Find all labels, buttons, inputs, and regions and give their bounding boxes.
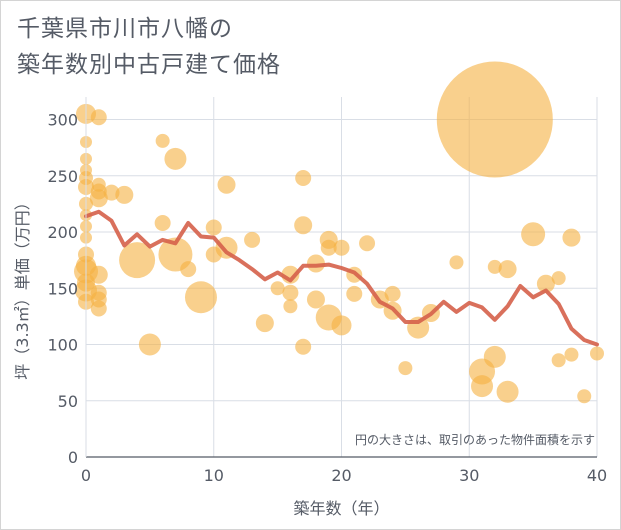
y-tick-label: 0 [68,448,78,467]
bubble [590,346,604,361]
y-tick-label: 100 [47,336,78,355]
bubble [295,170,312,186]
bubble [436,61,553,178]
bubble [564,347,579,362]
bubble [119,242,156,279]
chart-title-line-2: 築年数別中古戸建て価格 [17,52,281,78]
bubble [180,261,197,278]
y-tick-label: 150 [47,279,78,298]
bubble [255,314,274,333]
bubble [536,274,555,293]
bubble [562,228,581,247]
bubble [577,389,592,404]
chart-title-line-1: 千葉県市川市八幡の [17,16,233,42]
x-axis-title: 築年数（年） [293,499,389,518]
y-tick-label: 50 [58,392,78,411]
x-tick-label: 0 [81,466,91,485]
bubble [306,254,325,273]
x-tick-label: 30 [459,466,479,485]
x-tick-label: 40 [587,466,607,485]
bubble [551,271,566,286]
y-tick-labels: 0 50 100 150 200 250 300 [47,111,78,468]
bubble [449,255,464,270]
bubble [270,281,285,296]
x-tick-labels: 0 10 20 30 40 [81,466,607,485]
bubble [115,185,134,204]
bubble [282,284,299,301]
y-tick-label: 250 [47,167,78,186]
bubble [138,333,161,356]
bubble [155,133,170,148]
y-tick-label: 300 [47,111,78,130]
chart-title: 千葉県市川市八幡の 築年数別中古戸建て価格 [17,11,281,83]
bubble [90,109,107,126]
bubble [384,285,401,302]
bubble [217,175,236,194]
y-axis-title: 坪（3.3㎡）単価（万円） [13,194,32,379]
bubble [90,300,107,317]
bubble [154,215,171,231]
bubble [306,290,325,309]
bubble [215,236,238,259]
bubble [295,338,312,355]
bubble [333,239,350,256]
bubble [359,235,376,252]
bubble [483,345,506,368]
bubble [283,299,298,314]
bubble [521,222,546,247]
bubble [496,380,519,403]
bubble [294,216,313,235]
bubble [331,315,352,336]
bubble [320,239,337,256]
y-tick-label: 200 [47,223,78,242]
axes [85,97,597,458]
x-tick-label: 20 [331,466,351,485]
bubble [164,147,187,170]
bubble [487,259,502,274]
bubble [398,361,413,376]
trend-line [84,209,599,347]
bubble [551,353,566,368]
x-tick-label: 10 [204,466,224,485]
size-note: 円の大きさは、取引のあった物件面積を示す [355,432,595,447]
grid-lines [86,97,598,457]
bubble [205,219,222,236]
bubble [346,285,363,302]
bubble [244,231,261,248]
bubble [184,281,217,314]
bubble [89,189,108,208]
bubble [498,260,517,279]
bubble [471,375,494,398]
